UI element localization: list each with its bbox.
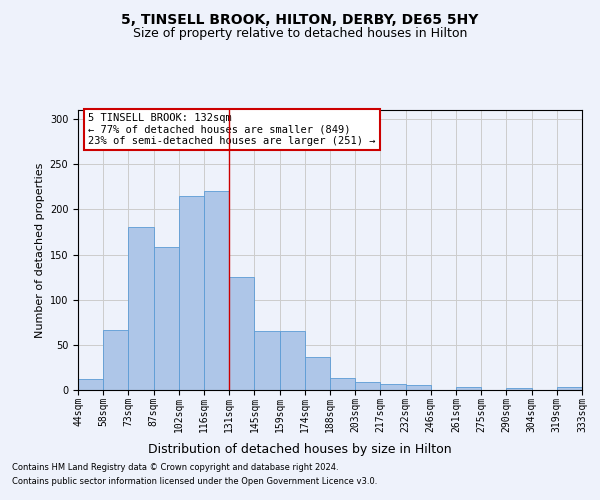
Text: 5 TINSELL BROOK: 132sqm
← 77% of detached houses are smaller (849)
23% of semi-d: 5 TINSELL BROOK: 132sqm ← 77% of detache… — [88, 113, 376, 146]
Text: Contains HM Land Registry data © Crown copyright and database right 2024.: Contains HM Land Registry data © Crown c… — [12, 464, 338, 472]
Bar — [78, 379, 103, 390]
Bar — [128, 226, 154, 390]
Bar — [280, 332, 305, 390]
Bar — [103, 330, 128, 390]
Bar — [204, 192, 229, 390]
Y-axis label: Number of detached properties: Number of detached properties — [35, 162, 46, 338]
Bar — [506, 388, 532, 390]
Bar — [254, 332, 280, 390]
Bar — [229, 277, 254, 390]
Bar — [305, 356, 330, 390]
Text: Contains public sector information licensed under the Open Government Licence v3: Contains public sector information licen… — [12, 477, 377, 486]
Bar — [406, 386, 431, 390]
Text: Distribution of detached houses by size in Hilton: Distribution of detached houses by size … — [148, 442, 452, 456]
Text: 5, TINSELL BROOK, HILTON, DERBY, DE65 5HY: 5, TINSELL BROOK, HILTON, DERBY, DE65 5H… — [121, 12, 479, 26]
Bar — [179, 196, 204, 390]
Bar — [380, 384, 406, 390]
Bar — [355, 382, 380, 390]
Bar — [154, 248, 179, 390]
Bar — [557, 388, 582, 390]
Bar — [330, 378, 355, 390]
Text: Size of property relative to detached houses in Hilton: Size of property relative to detached ho… — [133, 28, 467, 40]
Bar — [456, 388, 481, 390]
